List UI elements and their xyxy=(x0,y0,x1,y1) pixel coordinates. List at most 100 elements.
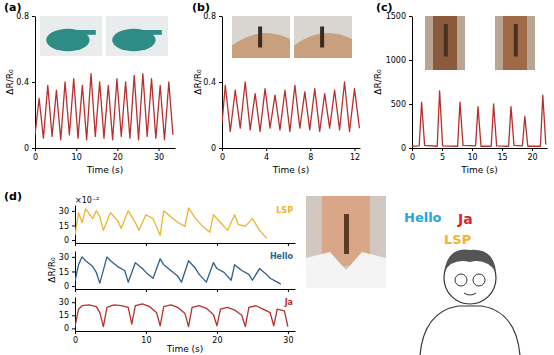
y-tick: 0.4 xyxy=(203,78,222,87)
photo-sensor xyxy=(444,24,448,56)
x-axis-line xyxy=(413,148,548,149)
x-tick: 20 xyxy=(212,331,222,345)
y-tick-mark xyxy=(409,148,412,149)
y-tick: 0 xyxy=(64,282,75,291)
x-axis: 0 10 20 30 xyxy=(33,148,176,162)
series-line xyxy=(75,257,281,284)
x-tick: 10 xyxy=(467,148,477,162)
x-tick xyxy=(217,243,218,246)
y-axis-line xyxy=(75,252,76,290)
photo xyxy=(425,16,465,70)
speech-word: Hello xyxy=(404,210,442,225)
panel: 010203000.40.8(a)ΔR/R₀Time (s) xyxy=(4,1,176,175)
x-axis xyxy=(76,289,296,292)
y-tick: 0 xyxy=(24,144,35,153)
x-tick-mark xyxy=(76,148,77,151)
y-tick-mark xyxy=(219,16,222,17)
x-tick-mark xyxy=(146,289,147,292)
glass xyxy=(455,274,467,286)
x-tick-mark xyxy=(502,148,503,151)
y-axis: 0 15 30 xyxy=(59,206,76,246)
panel: 05101520050010001500(c)ΔR/R₀Time (s) xyxy=(373,1,548,175)
series-line xyxy=(412,91,546,146)
x-tick-label: 0 xyxy=(33,153,38,162)
plot-area xyxy=(75,257,281,284)
y-tick: 0 xyxy=(64,324,75,333)
x-tick-label: 0 xyxy=(220,153,225,162)
panel: 010203001530JaTime (s) xyxy=(59,298,296,355)
x-axis-title: Time (s) xyxy=(166,344,204,354)
photo xyxy=(294,16,352,58)
y-tick-mark xyxy=(219,82,222,83)
y-tick-label: 15 xyxy=(59,222,69,231)
series-line xyxy=(75,208,267,238)
x-tick: 15 xyxy=(497,148,507,162)
y-tick: 15 xyxy=(59,311,75,320)
annotation: ×10⁻² xyxy=(75,196,99,205)
photo-sensor xyxy=(258,27,262,48)
plot-area xyxy=(35,74,173,140)
x-axis-line xyxy=(76,243,296,244)
x-axis: 0102030 xyxy=(73,331,296,345)
series-label: LSP xyxy=(276,206,293,215)
plot-area xyxy=(75,208,267,238)
x-tick-mark xyxy=(146,331,147,334)
y-tick-mark xyxy=(409,16,412,17)
x-tick: 12 xyxy=(350,148,360,162)
panel-label: (d) xyxy=(4,190,22,203)
y-tick-label: 0 xyxy=(64,236,69,245)
photo xyxy=(306,196,386,288)
x-axis-line xyxy=(223,148,361,149)
y-tick-label: 15 xyxy=(59,268,69,277)
y-tick-label: 1000 xyxy=(386,56,406,65)
y-tick-mark xyxy=(72,328,75,329)
y-tick: 30 xyxy=(59,298,75,307)
y-tick-label: 30 xyxy=(59,253,69,262)
x-tick-label: 10 xyxy=(467,153,477,162)
x-tick-label: 0 xyxy=(410,153,415,162)
x-tick-label: 30 xyxy=(154,153,164,162)
x-tick-mark xyxy=(310,148,311,151)
y-axis-line xyxy=(222,17,223,149)
y-axis-title: ΔR/R₀ xyxy=(47,257,57,283)
x-tick-mark xyxy=(266,148,267,151)
plot-area xyxy=(412,91,546,146)
y-tick: 0 xyxy=(401,144,412,153)
x-tick: 10 xyxy=(72,148,82,162)
x-axis-title: Time (s) xyxy=(86,165,124,175)
x-tick: 20 xyxy=(113,148,123,162)
x-tick: 0 xyxy=(73,331,78,345)
y-tick: 0 xyxy=(211,144,222,153)
x-tick: 0 xyxy=(33,148,38,162)
y-tick-label: 0 xyxy=(401,144,406,153)
x-axis-line xyxy=(76,331,296,332)
photo xyxy=(232,16,290,58)
y-tick-label: 30 xyxy=(59,207,69,216)
x-tick-label: 15 xyxy=(497,153,507,162)
y-tick-mark xyxy=(32,16,35,17)
photo-bg xyxy=(425,16,465,70)
x-axis-line xyxy=(36,148,176,149)
y-axis: 0 15 30 xyxy=(59,252,76,292)
y-tick: 15 xyxy=(59,222,75,231)
x-tick-label: 10 xyxy=(72,153,82,162)
y-axis-title: ΔR/R₀ xyxy=(5,69,15,95)
x-tick: 30 xyxy=(154,148,164,162)
x-tick-mark xyxy=(288,289,289,292)
x-tick-mark xyxy=(442,148,443,151)
x-tick-label: 30 xyxy=(283,336,293,345)
x-tick-label: 20 xyxy=(212,336,222,345)
x-tick-mark xyxy=(354,148,355,151)
x-axis xyxy=(76,243,296,246)
panel: 0481200.40.8(b)ΔR/R₀Time (s) xyxy=(192,1,361,175)
x-tick-mark xyxy=(217,243,218,246)
y-tick-mark xyxy=(72,225,75,226)
y-tick-mark xyxy=(72,302,75,303)
y-tick-mark xyxy=(72,240,75,241)
x-tick-mark xyxy=(146,243,147,246)
x-tick xyxy=(146,243,147,246)
panel-label: (c) xyxy=(376,1,393,14)
y-axis-line xyxy=(412,17,413,149)
x-tick xyxy=(288,289,289,292)
y-axis: 00.40.8 xyxy=(203,12,222,153)
